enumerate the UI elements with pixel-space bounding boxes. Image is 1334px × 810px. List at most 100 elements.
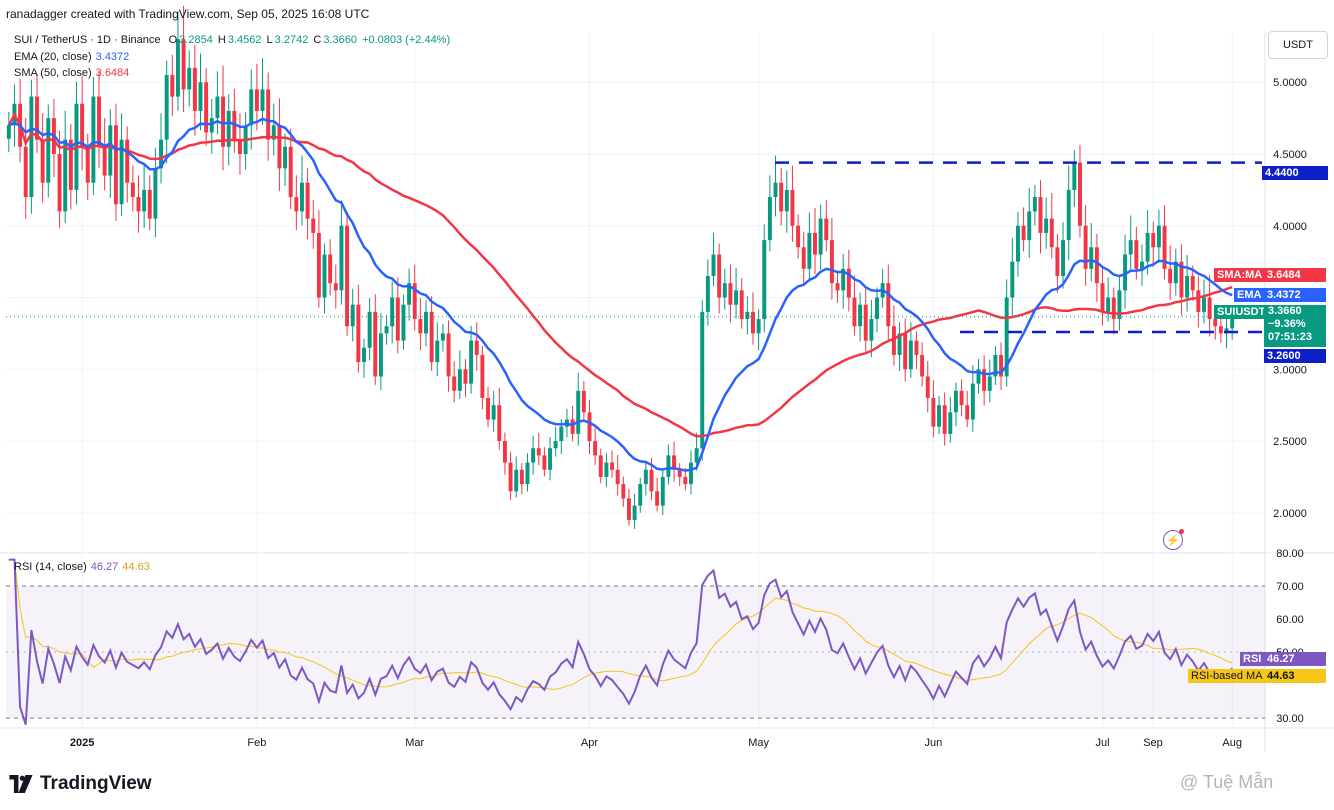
candle	[610, 462, 615, 470]
candle	[221, 96, 226, 147]
rsi-price-tag: 46.27	[1264, 652, 1326, 666]
candle	[886, 283, 891, 327]
candle	[959, 390, 964, 406]
candle	[773, 182, 778, 198]
candle	[266, 89, 271, 140]
candle	[1213, 319, 1218, 327]
candle	[711, 254, 716, 276]
candle	[863, 304, 868, 341]
candle	[638, 484, 643, 506]
ema-legend-value: 3.4372	[95, 51, 130, 63]
candle	[46, 118, 51, 183]
candle	[1066, 189, 1071, 241]
candle	[181, 39, 186, 90]
candle	[734, 290, 739, 305]
candle	[170, 75, 175, 97]
candle	[452, 376, 457, 391]
candle	[705, 275, 710, 312]
candle	[373, 311, 378, 377]
open-label: O	[168, 34, 178, 46]
candle	[508, 462, 513, 492]
candle	[502, 441, 507, 463]
candle	[1218, 326, 1223, 334]
candle	[187, 67, 192, 90]
candle	[615, 469, 620, 485]
candle	[1049, 218, 1054, 248]
candle	[1004, 297, 1009, 377]
ema-legend[interactable]: EMA (20, close) 3.4372	[14, 51, 129, 63]
candle	[283, 146, 288, 169]
candle	[593, 441, 598, 456]
candle	[559, 426, 564, 442]
candle	[1010, 261, 1015, 298]
rsi-ma-price-tag: 44.63	[1264, 669, 1326, 683]
candle	[480, 354, 485, 398]
price-tick-label: 4.5000	[1273, 149, 1307, 161]
rsi-legend[interactable]: RSI (14, close) 46.27 44.63	[14, 561, 150, 573]
candle	[204, 82, 209, 133]
candle	[796, 225, 801, 248]
candle	[982, 369, 987, 391]
candle	[846, 268, 851, 298]
candle	[362, 347, 366, 363]
candle	[649, 469, 654, 492]
candle	[271, 125, 276, 140]
time-axis-label: Jul	[1095, 737, 1109, 749]
candle	[688, 462, 693, 485]
candle	[869, 319, 874, 341]
candle	[68, 139, 73, 190]
candle	[350, 304, 355, 327]
currency-button[interactable]: USDT	[1268, 31, 1328, 59]
flash-alert-icon[interactable]: ⚡	[1163, 529, 1184, 550]
price-tick-label: 4.0000	[1273, 221, 1307, 233]
ema-legend-label: EMA (20, close)	[14, 51, 92, 63]
candle	[587, 412, 592, 442]
candle	[1128, 240, 1133, 255]
candle	[604, 462, 609, 477]
candle	[153, 168, 158, 219]
candle	[756, 319, 761, 334]
candle	[1156, 225, 1161, 248]
candle	[237, 139, 242, 154]
candle	[249, 89, 254, 126]
candle	[277, 125, 282, 169]
candle	[875, 297, 879, 320]
candle	[1190, 275, 1195, 291]
candle	[457, 369, 462, 391]
rsi-ma-legend-value: 44.63	[122, 561, 150, 573]
candle	[976, 369, 981, 384]
candle	[23, 146, 28, 198]
candle	[63, 139, 68, 212]
rsi-tick-label: 80.00	[1276, 548, 1304, 560]
symbol-name-tag: SUIUSDT	[1214, 305, 1265, 319]
candle	[97, 96, 101, 147]
candle	[1202, 297, 1206, 312]
candle	[412, 283, 417, 320]
candle	[367, 311, 372, 348]
candle	[953, 390, 958, 413]
candle	[35, 96, 39, 140]
candle	[435, 340, 440, 363]
candle	[125, 139, 130, 183]
sma-legend[interactable]: SMA (50, close) 3.6484	[14, 67, 129, 79]
candle	[345, 225, 350, 327]
candle	[999, 354, 1004, 377]
candle	[1072, 162, 1077, 190]
tradingview-logo[interactable]: TradingView	[8, 773, 152, 795]
candle	[531, 448, 536, 463]
time-axis-label: 2025	[70, 737, 94, 749]
candle	[1140, 261, 1144, 269]
candle	[1151, 232, 1156, 248]
candle	[164, 75, 169, 140]
candle	[891, 326, 896, 355]
candle	[395, 297, 400, 341]
candle	[942, 405, 947, 434]
candle	[440, 333, 445, 341]
symbol-name[interactable]: SUI / TetherUS · 1D · Binance	[14, 34, 161, 46]
chart-attribution: ranadagger created with TradingView.com,…	[6, 7, 370, 21]
candle	[903, 333, 908, 370]
candle	[553, 441, 558, 449]
candle	[852, 297, 857, 327]
